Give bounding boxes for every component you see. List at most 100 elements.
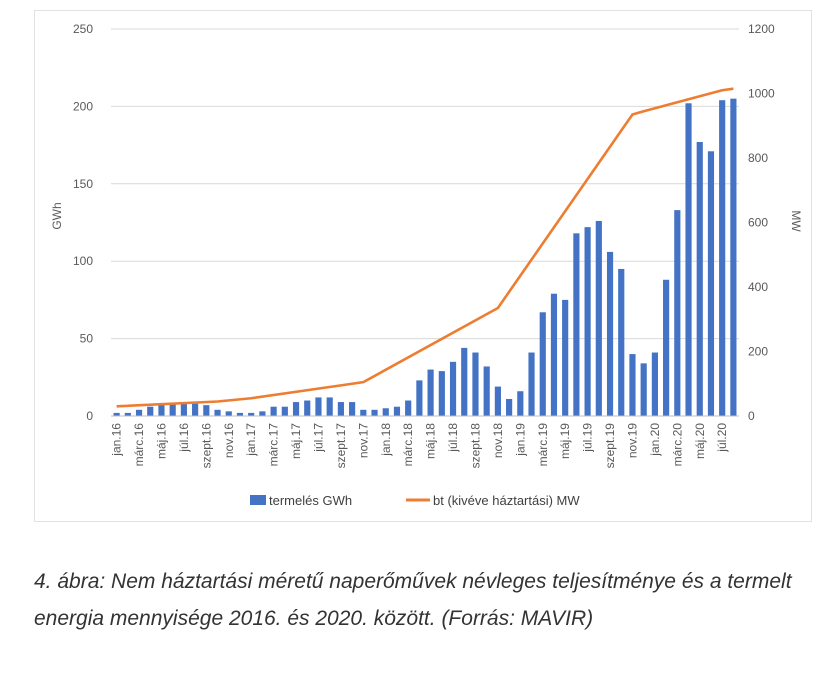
bar bbox=[349, 402, 356, 416]
x-tick-label: márc.17 bbox=[267, 423, 281, 467]
y2-axis-title: MW bbox=[789, 210, 803, 232]
bar bbox=[539, 312, 546, 416]
bar bbox=[225, 411, 232, 416]
gridlines bbox=[111, 28, 739, 417]
bar-series bbox=[113, 98, 737, 417]
bar bbox=[595, 220, 602, 416]
x-tick-label: júl.20 bbox=[715, 423, 729, 453]
legend-label-line: bt (kivéve háztartási) MW bbox=[433, 493, 580, 508]
bar bbox=[315, 397, 322, 416]
x-tick-label: szept.17 bbox=[334, 423, 348, 469]
bar bbox=[248, 412, 255, 416]
bar bbox=[236, 412, 244, 416]
y-tick-label: 100 bbox=[73, 254, 93, 268]
x-tick-label: nov.18 bbox=[491, 423, 505, 458]
bar bbox=[382, 408, 389, 416]
y2-tick-label: 600 bbox=[748, 216, 768, 230]
y2-tick-label: 0 bbox=[748, 409, 755, 423]
x-tick-label: szept.19 bbox=[603, 423, 617, 469]
x-tick-label: júl.16 bbox=[177, 423, 191, 453]
bar bbox=[629, 354, 636, 416]
bar bbox=[427, 369, 434, 416]
x-tick-label: máj.19 bbox=[558, 423, 572, 459]
bar bbox=[506, 398, 513, 416]
bar bbox=[663, 279, 670, 416]
bar bbox=[438, 371, 445, 416]
bar bbox=[584, 227, 591, 416]
bar bbox=[550, 293, 558, 416]
bar bbox=[371, 409, 378, 416]
bar bbox=[483, 366, 490, 416]
x-tick-label: jan.19 bbox=[513, 423, 527, 457]
bar bbox=[685, 103, 692, 416]
y-tick-label: 250 bbox=[73, 22, 93, 36]
y-axis-title: GWh bbox=[50, 202, 64, 229]
x-tick-label: jan.17 bbox=[244, 423, 258, 457]
x-tick-label: júl.18 bbox=[446, 423, 460, 453]
x-tick-label: szept.16 bbox=[199, 423, 213, 469]
line-path bbox=[116, 87, 734, 408]
x-tick-label: máj.17 bbox=[289, 423, 303, 459]
bar bbox=[606, 251, 614, 416]
bar bbox=[517, 391, 524, 416]
x-tick-label: jan.20 bbox=[648, 423, 662, 457]
bar bbox=[180, 403, 187, 416]
x-tick-label: márc.20 bbox=[670, 423, 684, 467]
x-tick-label: máj.20 bbox=[693, 423, 707, 459]
x-tick-label: nov.19 bbox=[625, 423, 639, 458]
bar bbox=[494, 386, 501, 416]
bar bbox=[696, 142, 703, 416]
axes: 0 50 100 150 200 250 0 200 400 600 800 1000 1200 jan.… bbox=[73, 22, 775, 468]
x-tick-label: nov.17 bbox=[356, 423, 370, 458]
x-tick-label: márc.18 bbox=[401, 423, 415, 467]
bar bbox=[416, 380, 423, 416]
y2-tick-label: 1000 bbox=[748, 87, 775, 101]
x-tick-label: máj.18 bbox=[424, 423, 438, 459]
bar bbox=[214, 409, 221, 416]
y2-tick-label: 200 bbox=[748, 345, 768, 359]
x-tick-label: nov.16 bbox=[222, 423, 236, 458]
bar bbox=[393, 406, 401, 416]
bar bbox=[259, 411, 266, 416]
chart-area: 0 50 100 150 200 250 0 200 400 600 800 1000 1200 jan.… bbox=[34, 10, 812, 522]
y-tick-label: 200 bbox=[73, 99, 93, 113]
bar bbox=[719, 100, 726, 416]
bar bbox=[528, 352, 535, 416]
bar bbox=[651, 352, 658, 416]
line-series bbox=[116, 87, 734, 408]
y2-tick-label: 800 bbox=[748, 151, 768, 165]
x-tick-label: júl.19 bbox=[581, 423, 595, 453]
y2-tick-label: 400 bbox=[748, 280, 768, 294]
bar bbox=[192, 403, 199, 416]
bar bbox=[124, 412, 131, 416]
legend: termelés GWh bt (kivéve háztartási) MW bbox=[250, 493, 580, 508]
bar bbox=[674, 210, 681, 416]
bar bbox=[405, 400, 412, 416]
legend-swatch-bar bbox=[250, 495, 266, 505]
y-tick-label: 150 bbox=[73, 177, 93, 191]
bar bbox=[158, 405, 165, 416]
bar bbox=[472, 352, 479, 416]
y-tick-label: 50 bbox=[80, 332, 94, 346]
figure-caption: 4. ábra: Nem háztartási méretű naperőműv… bbox=[34, 570, 792, 630]
bar bbox=[337, 402, 344, 416]
y2-tick-label: 1200 bbox=[748, 22, 775, 36]
bar bbox=[562, 299, 569, 416]
legend-label-bar: termelés GWh bbox=[269, 493, 352, 508]
bar bbox=[461, 347, 468, 416]
bar bbox=[360, 409, 367, 416]
bar bbox=[147, 406, 154, 416]
bar bbox=[135, 409, 143, 416]
bar bbox=[203, 405, 210, 416]
x-tick-label: jan.16 bbox=[110, 423, 124, 457]
x-tick-label: márc.19 bbox=[536, 423, 550, 467]
bar bbox=[707, 151, 715, 417]
x-tick-label: márc.16 bbox=[132, 423, 146, 467]
y-tick-label: 0 bbox=[86, 409, 93, 423]
x-tick-label: máj.16 bbox=[154, 423, 168, 459]
bar bbox=[573, 233, 580, 416]
bar bbox=[730, 98, 737, 416]
bar bbox=[449, 361, 457, 416]
x-tick-label: szept.18 bbox=[468, 423, 482, 469]
bar bbox=[618, 268, 625, 416]
